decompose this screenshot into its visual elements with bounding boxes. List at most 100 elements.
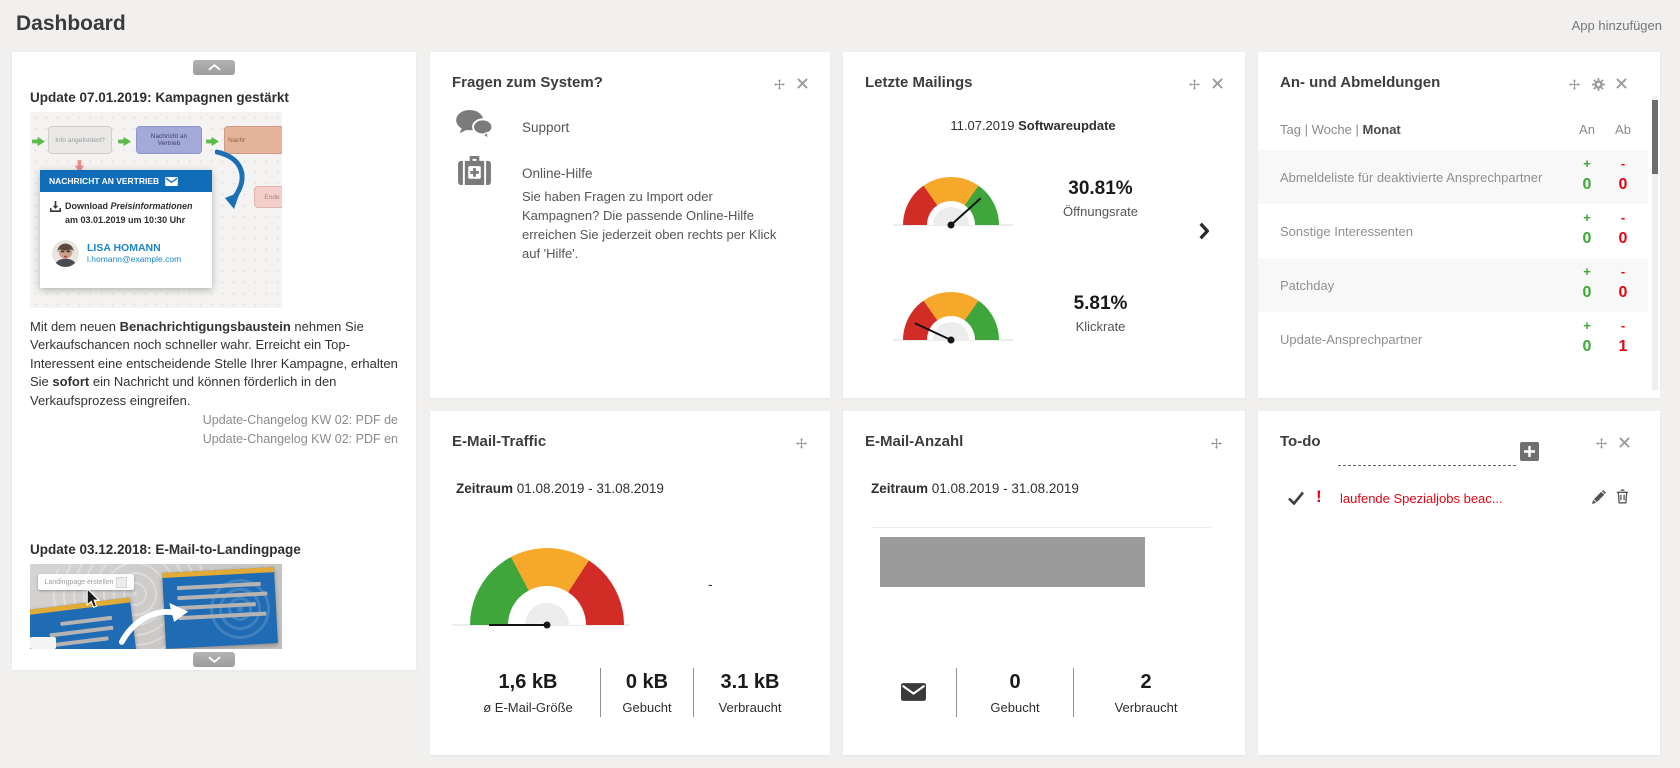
- support-link[interactable]: Support: [522, 120, 570, 135]
- close-icon[interactable]: [1619, 437, 1630, 450]
- period-line: Zeitraum 01.08.2019 - 31.08.2019: [456, 481, 664, 496]
- stat-value: 2: [1140, 671, 1152, 693]
- white-curved-arrow-icon: [118, 598, 194, 646]
- new-task-input[interactable]: [1338, 441, 1516, 466]
- pencil-icon[interactable]: [1592, 490, 1606, 504]
- download-icon: [50, 201, 61, 213]
- open-rate-label: Öffnungsrate: [1063, 204, 1138, 219]
- click-rate-value: 5.81%: [1073, 293, 1128, 314]
- stat-divider: [1073, 668, 1074, 717]
- plus-sign: +: [1583, 264, 1591, 279]
- page-title: Dashboard: [16, 12, 126, 35]
- column-header-ab: Ab: [1615, 122, 1631, 137]
- click-rate-value-block: 5.81% Klickrate: [1038, 293, 1163, 334]
- news-post2-title: Update 03.12.2018: E-Mail-to-Landingpage: [30, 542, 301, 557]
- chevron-right-icon[interactable]: [1199, 222, 1210, 240]
- widget-controls: [1188, 78, 1223, 91]
- click-rate-label: Klickrate: [1075, 319, 1126, 334]
- move-icon[interactable]: [1568, 78, 1581, 91]
- an-count: 0: [1582, 284, 1592, 301]
- subscriptions-widget-title: An- und Abmeldungen: [1280, 74, 1441, 91]
- add-app-link[interactable]: App hinzufügen: [1571, 18, 1662, 33]
- tab-monat[interactable]: Monat: [1362, 122, 1401, 137]
- ab-count: 0: [1618, 176, 1628, 193]
- ab-cell: -0: [1608, 258, 1638, 301]
- body-text-bold: sofort: [52, 374, 90, 390]
- changelog-link-en[interactable]: Update-Changelog KW 02: PDF en: [202, 432, 398, 447]
- download-doc-name: Preisinformationen: [110, 201, 193, 211]
- an-count: 0: [1582, 338, 1592, 355]
- stat-value: 0: [1009, 671, 1021, 693]
- stat-label: Gebucht: [990, 700, 1040, 715]
- flow-arrow-icon: [118, 136, 131, 147]
- mailing-date: 11.07.2019: [950, 118, 1015, 133]
- empty-value-dash: -: [708, 576, 713, 592]
- move-icon[interactable]: [1595, 437, 1608, 450]
- decoration-line: [49, 625, 114, 638]
- check-icon[interactable]: [1288, 491, 1305, 506]
- stat-value: 3.1 kB: [720, 671, 780, 693]
- an-cell: +0: [1572, 258, 1602, 301]
- move-icon[interactable]: [795, 437, 808, 450]
- trash-icon[interactable]: [1616, 489, 1629, 504]
- news-post1-image[interactable]: Info angefordert? Nachricht an Vertrieb …: [30, 112, 282, 308]
- open-rate-value: 30.81%: [1068, 178, 1133, 199]
- envelope-icon: [901, 683, 926, 701]
- move-icon[interactable]: [773, 78, 786, 91]
- contact-block: LISA HOMANN l.homann@example.com: [87, 242, 181, 264]
- tab-tag[interactable]: Tag: [1280, 122, 1301, 137]
- flow-arrow-icon: [206, 136, 219, 147]
- gear-icon[interactable]: [1592, 78, 1605, 91]
- changelog-link-de[interactable]: Update-Changelog KW 02: PDF de: [202, 413, 398, 427]
- add-task-button[interactable]: [1520, 442, 1539, 461]
- stat-divider: [693, 668, 694, 717]
- traffic-gauge: [452, 548, 630, 629]
- scrollbar-track[interactable]: [1652, 96, 1658, 390]
- divider-line: [871, 527, 1211, 528]
- news-post1-title: Update 07.01.2019: Kampagnen gestärkt: [30, 90, 289, 105]
- stat-booked: 0 Gebucht: [975, 671, 1055, 715]
- scroll-down-button[interactable]: [193, 652, 235, 667]
- mailing-name: Softwareupdate: [1018, 118, 1116, 133]
- widget-controls: [1568, 78, 1627, 91]
- subscription-row[interactable]: Update-Ansprechpartner +0 -1: [1258, 312, 1648, 366]
- scroll-up-button[interactable]: [193, 60, 235, 75]
- gauge-pin: [947, 336, 955, 344]
- widget-controls: [1595, 437, 1630, 450]
- flow-node-message: Nachricht an Vertrieb: [136, 126, 202, 154]
- flow-node-end: Ende: [254, 186, 282, 208]
- subscription-row[interactable]: Sonstige Interessenten +0 -0: [1258, 204, 1648, 258]
- online-help-link[interactable]: Online-Hilfe: [522, 166, 593, 181]
- decoration-line: [50, 636, 109, 648]
- partial-button-decoration: [30, 637, 56, 649]
- plus-sign: +: [1583, 210, 1591, 225]
- cursor-icon: [86, 587, 101, 609]
- news-post2-image[interactable]: Landingpage erstellen: [30, 564, 282, 649]
- close-icon[interactable]: [1616, 78, 1627, 91]
- stat-label: Gebucht: [622, 700, 672, 715]
- subscription-row[interactable]: Abmeldeliste für deaktivierte Ansprechpa…: [1258, 150, 1648, 204]
- subscriptions-widget: An- und Abmeldungen Tag | Woche | Monat …: [1258, 52, 1660, 398]
- todo-widget: To-do ! laufende Spezialjobs beac...: [1258, 411, 1660, 755]
- list-label: Sonstige Interessenten: [1280, 224, 1413, 239]
- flow-node-partial: Nachr: [224, 126, 282, 154]
- scrollbar-thumb[interactable]: [1652, 100, 1658, 174]
- move-icon[interactable]: [1210, 437, 1223, 450]
- move-icon[interactable]: [1188, 78, 1201, 91]
- stat-value: 0 kB: [625, 671, 669, 693]
- todo-task-text[interactable]: laufende Spezialjobs beac...: [1340, 491, 1503, 506]
- close-icon[interactable]: [797, 78, 808, 91]
- news-post1-body: Mit dem neuen Benachrichtigungsbaustein …: [30, 318, 398, 410]
- traffic-widget-title: E-Mail-Traffic: [452, 433, 547, 450]
- tab-woche[interactable]: Woche: [1311, 122, 1352, 137]
- volume-widget-title: E-Mail-Anzahl: [865, 433, 964, 450]
- landingpage-button: Landingpage erstellen: [38, 574, 134, 590]
- volume-widget: E-Mail-Anzahl Zeitraum 01.08.2019 - 31.0…: [843, 411, 1245, 755]
- close-icon[interactable]: [1212, 78, 1223, 91]
- chat-bubbles-icon: [456, 110, 494, 144]
- mailings-widget: Letzte Mailings 11.07.2019 Softwareupdat…: [843, 52, 1245, 398]
- contact-name: LISA HOMANN: [87, 242, 161, 254]
- subscription-row[interactable]: Patchday +0 -0: [1258, 258, 1648, 312]
- notification-card: NACHRICHT AN VERTRIEB Download Preisinfo…: [40, 170, 212, 288]
